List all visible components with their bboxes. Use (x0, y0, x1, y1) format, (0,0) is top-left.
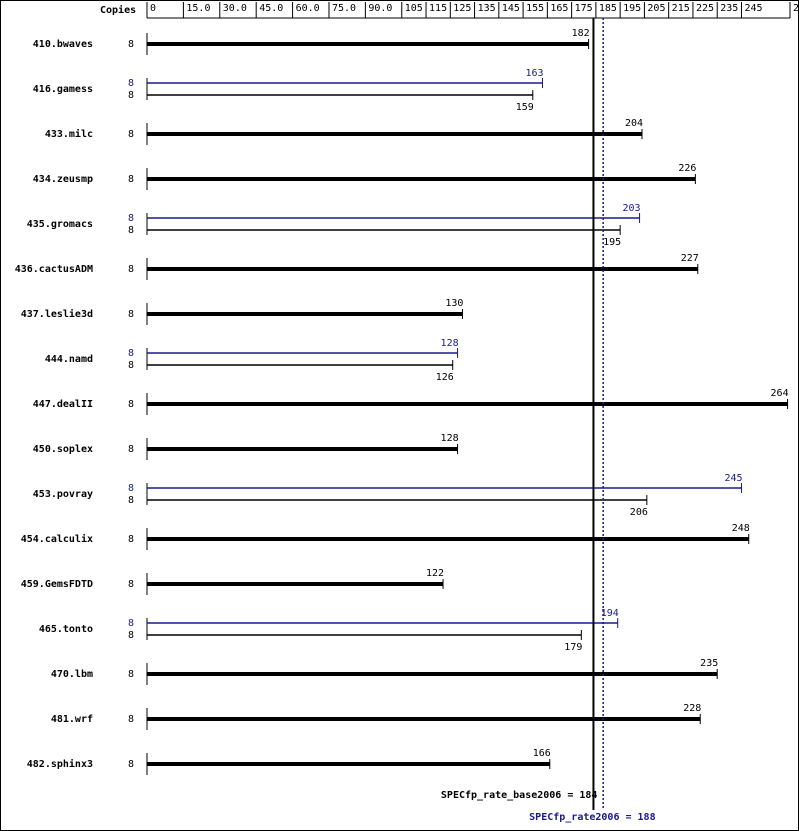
copies: 8 (128, 348, 134, 359)
x-tick-label: 265 (793, 3, 799, 14)
x-tick-label: 30.0 (223, 3, 247, 14)
value-label: 182 (572, 28, 590, 39)
x-tick-label: 215 (672, 3, 690, 14)
benchmark-name: 444.namd (45, 354, 93, 365)
copies: 8 (128, 444, 134, 455)
x-tick-label: 155 (526, 3, 544, 14)
copies: 8 (128, 78, 134, 89)
x-tick-label: 145 (502, 3, 520, 14)
copies: 8 (128, 534, 134, 545)
x-tick-label: 195 (623, 3, 641, 14)
benchmark-name: 437.leslie3d (21, 308, 93, 320)
x-tick-label: 90.0 (368, 3, 392, 14)
benchmark-name: 435.gromacs (27, 219, 93, 230)
benchmark-name: 482.sphinx3 (27, 758, 93, 770)
value-label: 195 (603, 237, 621, 248)
benchmark-name: 410.bwaves (33, 39, 93, 50)
x-tick-label: 125 (453, 3, 471, 14)
copies: 8 (128, 213, 134, 224)
x-tick-label: 105 (405, 3, 423, 14)
copies: 8 (128, 759, 134, 770)
x-tick-label: 245 (744, 3, 762, 14)
copies: 8 (128, 495, 134, 506)
value-label: 226 (678, 163, 696, 174)
copies: 8 (128, 669, 134, 680)
x-tick-label: 225 (696, 3, 714, 14)
value-label: 235 (700, 658, 718, 669)
value-label: 159 (516, 102, 534, 113)
benchmark-name: 450.soplex (33, 444, 93, 455)
x-tick-label: 75.0 (332, 3, 356, 14)
value-label: 264 (771, 388, 789, 399)
value-label: 126 (436, 372, 454, 383)
copies: 8 (128, 174, 134, 185)
x-tick-label: 60.0 (296, 3, 320, 14)
copies-header: Copies (100, 4, 136, 16)
copies: 8 (128, 360, 134, 371)
copies: 8 (128, 399, 134, 410)
value-label: 206 (630, 507, 648, 518)
value-label: 179 (564, 642, 582, 653)
x-tick-label: 0 (150, 3, 156, 14)
benchmark-name: 433.milc (45, 128, 93, 140)
x-tick-label: 165 (550, 3, 568, 14)
benchmark-name: 447.dealII (33, 399, 93, 410)
copies: 8 (128, 225, 134, 236)
benchmark-name: 481.wrf (51, 714, 93, 725)
copies: 8 (128, 129, 134, 140)
value-label: 228 (683, 703, 701, 714)
copies: 8 (128, 618, 134, 629)
reference-label: SPECfp_rate_base2006 = 184 (441, 790, 598, 801)
value-label: 122 (426, 568, 444, 579)
benchmark-name: 470.lbm (51, 669, 93, 680)
benchmark-name: 459.GemsFDTD (21, 579, 93, 590)
value-label: 245 (724, 473, 742, 484)
value-label: 128 (441, 433, 459, 444)
x-tick-label: 115 (429, 3, 447, 14)
value-label: 227 (681, 253, 699, 264)
benchmark-name: 434.zeusmp (33, 174, 93, 185)
value-label: 248 (732, 523, 750, 534)
copies: 8 (128, 483, 134, 494)
x-tick-label: 175 (575, 3, 593, 14)
reference-label: SPECfp_rate2006 = 188 (529, 812, 655, 823)
value-label: 130 (445, 298, 463, 309)
benchmark-name: 436.cactusADM (15, 264, 93, 275)
copies: 8 (128, 264, 134, 275)
value-label: 166 (533, 748, 551, 759)
benchmark-name: 453.povray (33, 489, 93, 500)
benchmark-name: 416.gamess (33, 84, 93, 95)
x-tick-label: 185 (599, 3, 617, 14)
value-label: 204 (625, 118, 643, 129)
value-label: 163 (525, 68, 543, 79)
copies: 8 (128, 309, 134, 320)
x-tick-label: 45.0 (259, 3, 283, 14)
copies: 8 (128, 90, 134, 101)
x-tick-label: 15.0 (186, 3, 210, 14)
copies: 8 (128, 39, 134, 50)
x-tick-label: 135 (478, 3, 496, 14)
copies: 8 (128, 714, 134, 725)
copies: 8 (128, 630, 134, 641)
copies: 8 (128, 579, 134, 590)
benchmark-name: 454.calculix (21, 533, 93, 545)
value-label: 194 (601, 608, 619, 619)
x-tick-label: 205 (647, 3, 665, 14)
benchmark-name: 465.tonto (39, 624, 93, 635)
value-label: 128 (441, 338, 459, 349)
value-label: 203 (623, 203, 641, 214)
x-tick-label: 235 (720, 3, 738, 14)
